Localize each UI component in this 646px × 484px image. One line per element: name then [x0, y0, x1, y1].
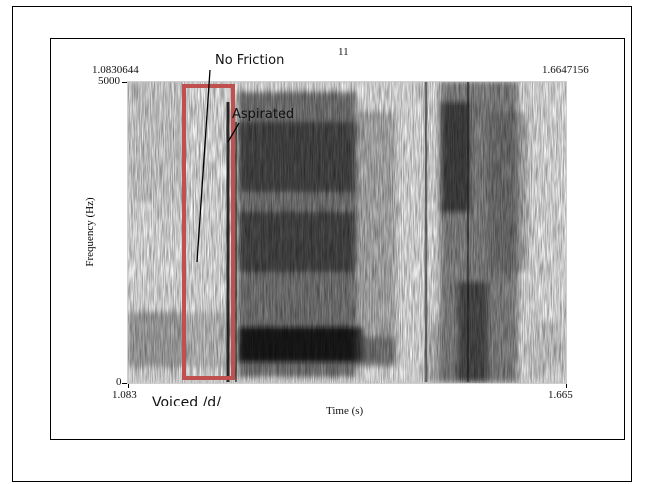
voiced-d-label: Voiced /d/ [152, 395, 221, 406]
x-tick-end [566, 383, 567, 388]
aspirated-label: Aspirated [232, 107, 295, 122]
time-range-start: 1.0830644 [92, 64, 139, 76]
x-axis-label: Time (s) [326, 405, 364, 417]
y-axis-min-label: 0 [116, 376, 122, 388]
outer-frame [12, 6, 632, 482]
figure-number: 11 [338, 46, 349, 58]
y-tick-bottom [122, 383, 128, 384]
figure-frame [50, 38, 625, 440]
y-tick-top [122, 82, 128, 83]
y-axis-label: Frequency (Hz) [84, 197, 96, 267]
no-friction-label: No Friction [215, 53, 285, 68]
x-axis-start-label: 1.083 [112, 389, 137, 401]
voiced-d-highlight-box [182, 84, 235, 380]
x-tick-start [128, 383, 129, 388]
y-axis-max-label: 5000 [98, 75, 120, 87]
x-axis-end-label: 1.665 [548, 389, 573, 401]
time-range-end: 1.6647156 [542, 64, 589, 76]
